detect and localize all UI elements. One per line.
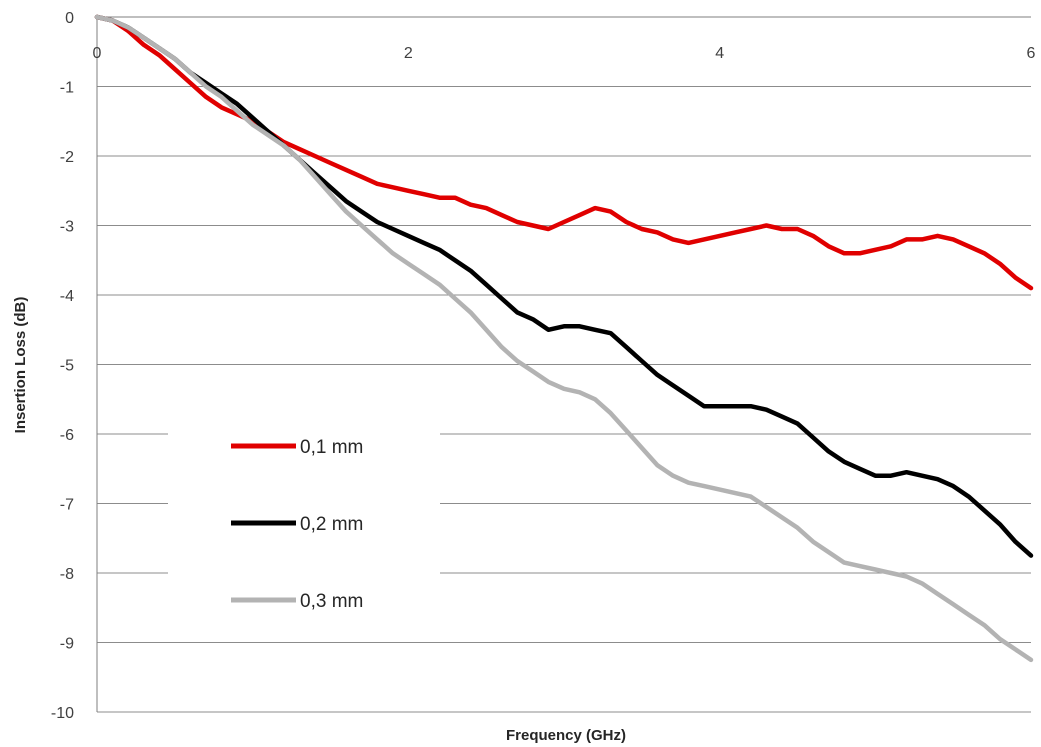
y-tick-label-3: -3 [60, 219, 74, 236]
y-tick-label-6: -6 [60, 427, 74, 444]
series-lines [94, 14, 1034, 663]
y-tick-label-10: -10 [51, 705, 74, 722]
y-tick-label-1: -1 [60, 80, 74, 97]
y-axis-label: Insertion Loss (dB) [12, 297, 29, 434]
y-tick-label-0: 0 [65, 10, 74, 27]
legend: 0,1 mm 0,2 mm 0,3 mm [168, 408, 440, 630]
y-tick-label-8: -8 [60, 566, 74, 583]
x-tick-labels: 0 2 4 6 [93, 45, 1036, 62]
x-tick-label-1: 2 [404, 45, 413, 62]
legend-label-1: 0,2 mm [300, 514, 363, 535]
series-line-2 [94, 14, 1034, 663]
y-tick-label-5: -5 [60, 358, 74, 375]
y-tick-label-7: -7 [60, 497, 74, 514]
y-tick-label-9: -9 [60, 636, 74, 653]
axes [96, 16, 1031, 712]
series-line-1 [94, 14, 1034, 558]
legend-background [168, 408, 440, 630]
y-tick-labels: 0 -1 -2 -3 -4 -5 -6 -7 -8 -9 -10 [51, 10, 74, 722]
legend-label-2: 0,3 mm [300, 591, 363, 612]
y-tick-label-2: -2 [60, 149, 74, 166]
x-tick-label-0: 0 [93, 45, 102, 62]
x-tick-label-3: 6 [1027, 45, 1036, 62]
series-line-0 [94, 14, 1034, 291]
y-tick-label-4: -4 [60, 288, 74, 305]
x-tick-label-2: 4 [715, 45, 724, 62]
legend-label-0: 0,1 mm [300, 437, 363, 458]
x-axis-label: Frequency (GHz) [506, 727, 626, 744]
